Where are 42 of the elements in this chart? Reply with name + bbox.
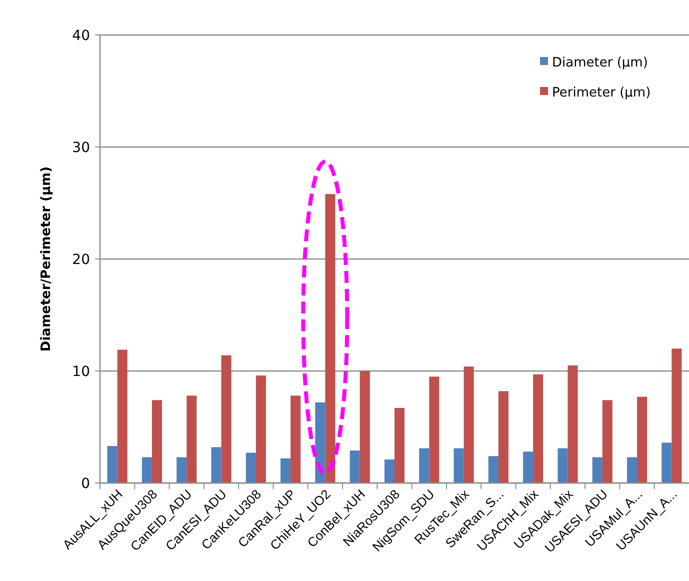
y-tick-label: 0: [81, 476, 90, 492]
bar: [394, 408, 405, 483]
bar: [360, 371, 370, 483]
bar: [662, 442, 672, 483]
bar: [186, 396, 197, 483]
bar: [454, 448, 464, 483]
bar: [533, 374, 544, 483]
bar: [592, 457, 602, 483]
legend-label: Diameter (µm): [552, 56, 648, 71]
bar: [637, 396, 648, 483]
y-tick-label: 20: [72, 252, 90, 268]
bar: [176, 457, 187, 483]
bar: [602, 400, 612, 483]
bar: [290, 396, 301, 483]
bar: [107, 446, 118, 483]
bar: [464, 366, 474, 483]
bar: [117, 350, 128, 483]
bar: [488, 456, 498, 483]
bar: [626, 457, 638, 483]
legend-label: Perimeter (µm): [552, 86, 651, 101]
bar: [429, 376, 440, 483]
y-tick-label: 40: [72, 28, 90, 44]
bar: [419, 448, 430, 483]
bar: [325, 194, 336, 483]
bar: [384, 459, 394, 483]
bar: [498, 391, 508, 483]
bar: [280, 458, 291, 483]
bar: [256, 375, 266, 483]
bar: [523, 452, 534, 483]
y-axis-title: Diameter/Perimeter (µm): [39, 166, 54, 352]
y-tick-label: 30: [72, 140, 90, 156]
bar: [568, 365, 578, 483]
bar: [350, 450, 360, 483]
bar: [246, 452, 256, 483]
bar: [142, 457, 152, 483]
bar: [152, 400, 162, 483]
y-tick-label: 10: [72, 364, 90, 380]
bar: [315, 402, 326, 483]
bar: [221, 355, 232, 483]
bar: [558, 448, 568, 483]
bar: [672, 348, 682, 483]
bar: [211, 447, 222, 483]
